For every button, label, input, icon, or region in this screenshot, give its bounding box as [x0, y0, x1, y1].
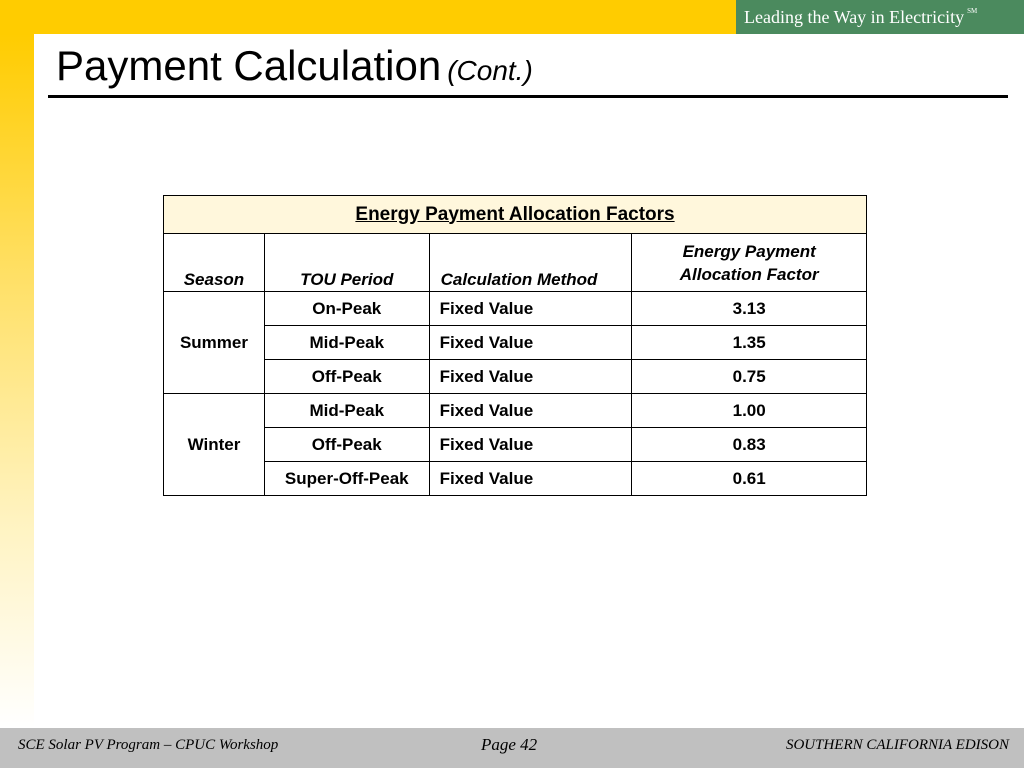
table-row: Off-Peak Fixed Value 0.83	[164, 427, 867, 462]
factor-cell: 0.61	[631, 461, 867, 496]
table-row: Summer On-Peak Fixed Value 3.13	[163, 291, 867, 394]
header-factor-line2: Allocation Factor	[679, 264, 819, 284]
footer-page-number: Page 42	[481, 735, 538, 754]
tagline-text: Leading the Way in Electricity	[744, 7, 965, 27]
method-cell: Fixed Value	[428, 427, 633, 462]
slide-title-suffix: (Cont.)	[447, 55, 533, 86]
tagline-banner: Leading the Way in Electricity SM	[736, 0, 1024, 34]
table-caption-row: Energy Payment Allocation Factors	[163, 195, 867, 234]
table-row: Mid-Peak Fixed Value 1.35	[164, 325, 867, 360]
method-cell: Fixed Value	[428, 461, 633, 496]
allocation-factors-table: Energy Payment Allocation Factors Season…	[163, 195, 867, 496]
tou-period-cell: Mid-Peak	[263, 393, 430, 428]
slide-title: Payment Calculation (Cont.)	[56, 40, 533, 97]
method-cell: Fixed Value	[428, 325, 633, 360]
factor-cell: 1.35	[631, 325, 867, 360]
season-cell: Summer	[163, 291, 265, 394]
tou-period-cell: Off-Peak	[263, 359, 430, 394]
method-cell: Fixed Value	[428, 393, 633, 428]
header-tou-period: TOU Period	[263, 233, 430, 292]
footer-company-name: SOUTHERN CALIFORNIA EDISON	[785, 737, 1009, 753]
factor-cell: 0.75	[631, 359, 867, 394]
slide-footer: SCE Solar PV Program – CPUC Workshop Pag…	[0, 728, 1024, 768]
method-cell: Fixed Value	[428, 359, 633, 394]
footer-program-name: SCE Solar PV Program – CPUC Workshop	[18, 737, 279, 753]
table-header-row: Season TOU Period Calculation Method Ene…	[163, 233, 867, 292]
factor-cell: 1.00	[631, 393, 867, 428]
table-row: Winter Mid-Peak Fixed Value 1.00	[163, 393, 867, 496]
left-accent-band	[0, 34, 34, 728]
slide-title-text: Payment Calculation	[56, 42, 442, 89]
table-row: Off-Peak Fixed Value 0.75	[164, 359, 867, 394]
service-mark: SM	[967, 7, 978, 15]
method-cell: Fixed Value	[428, 291, 633, 326]
tou-period-cell: On-Peak	[263, 291, 430, 326]
tou-period-cell: Off-Peak	[263, 427, 430, 462]
header-allocation-factor: Energy Payment Allocation Factor	[631, 233, 867, 292]
factor-cell: 3.13	[631, 291, 867, 326]
title-divider	[48, 95, 1008, 98]
table-row: Super-Off-Peak Fixed Value 0.61	[164, 461, 867, 496]
header-factor-line1: Energy Payment	[682, 241, 816, 261]
table-caption: Energy Payment Allocation Factors	[163, 195, 867, 234]
factor-cell: 0.83	[631, 427, 867, 462]
tou-period-cell: Mid-Peak	[263, 325, 430, 360]
header-season: Season	[163, 233, 265, 292]
header-calculation-method: Calculation Method	[428, 233, 633, 292]
season-cell: Winter	[163, 393, 265, 496]
tou-period-cell: Super-Off-Peak	[263, 461, 430, 496]
